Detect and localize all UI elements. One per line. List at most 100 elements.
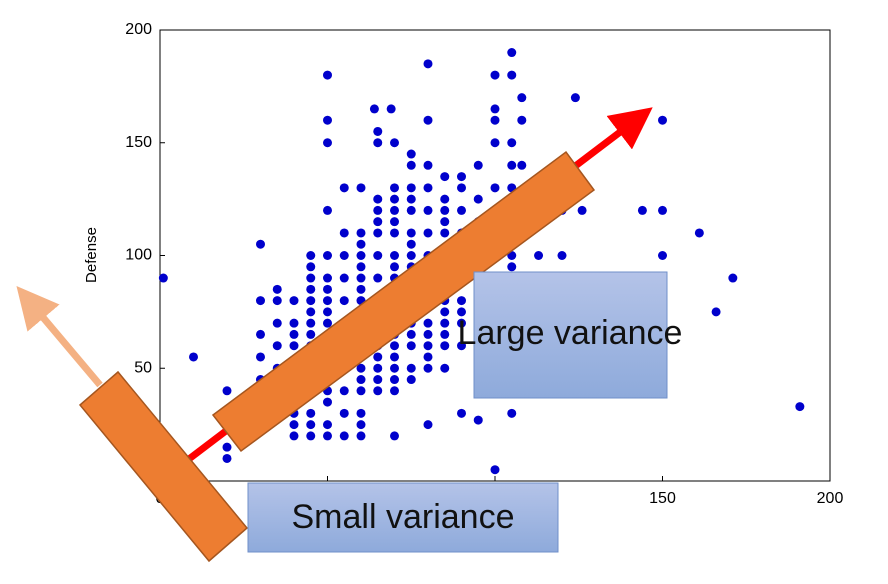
point	[440, 363, 450, 373]
point	[373, 251, 383, 260]
minor-axis-arrow	[16, 285, 103, 388]
point	[306, 284, 316, 294]
point	[306, 296, 316, 306]
point	[356, 363, 366, 373]
point	[440, 217, 450, 227]
point	[356, 183, 366, 193]
point	[490, 183, 500, 193]
minor-variance-bar	[78, 370, 249, 563]
point	[390, 217, 399, 227]
point	[356, 262, 366, 272]
point	[406, 205, 416, 215]
point	[256, 296, 265, 306]
point	[323, 307, 332, 317]
point	[507, 408, 517, 418]
point	[373, 217, 383, 227]
point	[306, 329, 316, 339]
point	[356, 251, 366, 260]
point	[390, 205, 399, 215]
point	[373, 375, 383, 385]
point	[728, 273, 738, 283]
point	[517, 93, 527, 103]
point	[440, 228, 450, 238]
point	[406, 341, 416, 351]
point	[423, 420, 433, 430]
point	[423, 160, 433, 170]
point	[369, 104, 379, 114]
point	[339, 251, 349, 260]
point	[289, 329, 299, 339]
point	[390, 375, 399, 385]
point	[390, 228, 399, 238]
point	[373, 228, 383, 238]
point	[440, 194, 450, 204]
point	[457, 341, 466, 351]
point	[658, 115, 667, 125]
point	[386, 104, 396, 114]
large-variance-box	[473, 271, 668, 399]
point	[373, 194, 383, 204]
point	[440, 172, 450, 182]
point	[323, 115, 332, 125]
point	[289, 341, 299, 351]
x-tick-label: 150	[649, 490, 676, 507]
y-tick-label: 50	[134, 359, 152, 376]
point	[406, 149, 416, 159]
point	[637, 205, 647, 215]
point	[390, 341, 399, 351]
point	[423, 205, 433, 215]
point	[694, 228, 704, 238]
point	[289, 420, 299, 430]
point	[373, 138, 383, 148]
point	[323, 284, 332, 294]
point	[272, 341, 282, 351]
point	[323, 431, 332, 441]
point	[356, 284, 366, 294]
point	[507, 48, 517, 58]
point	[306, 262, 316, 272]
point	[356, 408, 366, 418]
large-variance-label: Large variance	[458, 314, 683, 352]
point	[323, 70, 332, 80]
point	[222, 442, 232, 452]
point	[423, 341, 433, 351]
point	[356, 386, 366, 396]
point	[306, 273, 316, 283]
point	[373, 273, 383, 283]
point	[306, 408, 316, 418]
point	[323, 397, 332, 407]
point	[473, 194, 483, 204]
point	[356, 375, 366, 385]
point	[373, 363, 383, 373]
point	[356, 273, 366, 283]
point	[256, 239, 265, 249]
point	[658, 205, 667, 215]
point	[289, 431, 299, 441]
point	[323, 420, 332, 430]
y-tick-label: 100	[125, 247, 152, 264]
y-axis-label: Defense	[83, 227, 100, 283]
point	[406, 183, 416, 193]
point	[423, 228, 433, 238]
point	[373, 386, 383, 396]
point	[457, 318, 466, 328]
point	[339, 386, 349, 396]
point	[406, 251, 416, 260]
point	[507, 138, 517, 148]
point	[256, 352, 265, 362]
point	[289, 296, 299, 306]
point	[306, 431, 316, 441]
point	[457, 408, 466, 418]
point	[306, 251, 316, 260]
point	[440, 205, 450, 215]
point	[406, 375, 416, 385]
point	[490, 70, 500, 80]
point	[490, 104, 500, 114]
point	[473, 160, 483, 170]
point	[356, 431, 366, 441]
point	[289, 318, 299, 328]
point	[306, 307, 316, 317]
point	[390, 194, 399, 204]
point	[323, 318, 332, 328]
point	[440, 307, 450, 317]
